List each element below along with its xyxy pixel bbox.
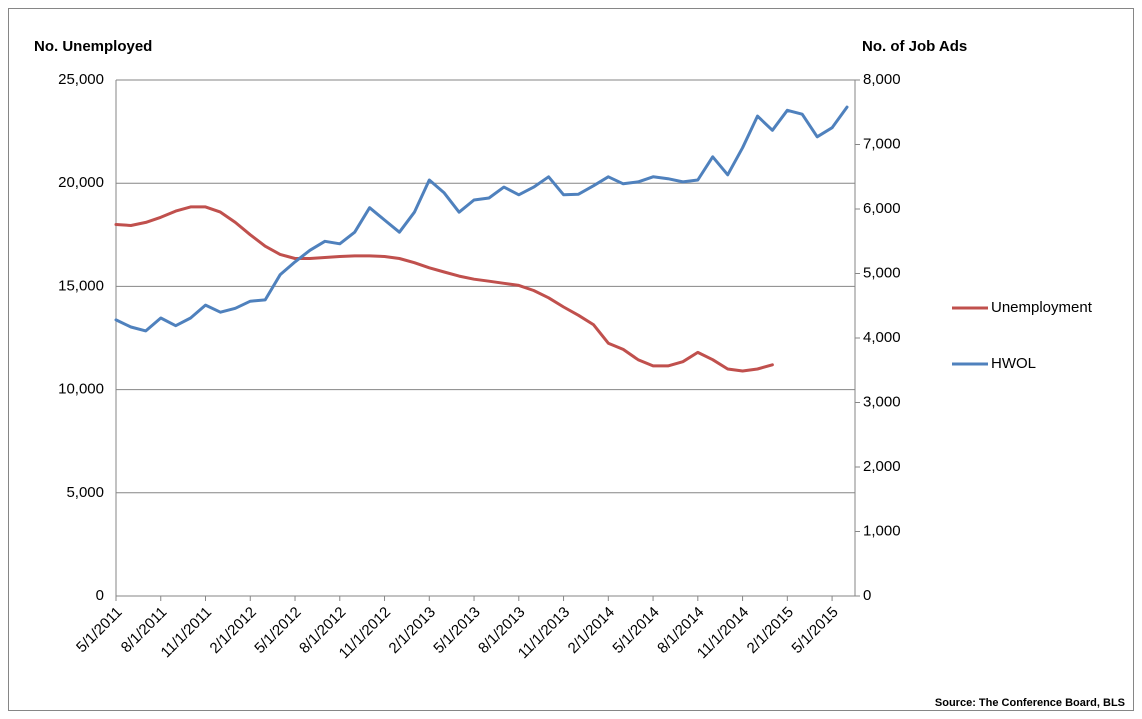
y-tick-label: 0 [96, 587, 104, 604]
legend-label: HWOL [991, 355, 1036, 372]
y-axis-title: No. Unemployed [34, 38, 152, 55]
y-tick-label: 25,000 [58, 71, 104, 88]
series-line [114, 105, 849, 333]
y2-tick-label: 8,000 [863, 71, 901, 88]
y2-tick-label: 7,000 [863, 135, 901, 152]
y2-tick-label: 5,000 [863, 264, 901, 281]
y-tick-label: 15,000 [58, 277, 104, 294]
y2-axis-title: No. of Job Ads [862, 38, 967, 55]
series-line [114, 205, 774, 373]
y2-tick-label: 2,000 [863, 458, 901, 475]
chart-border [8, 8, 1134, 711]
y-tick-label: 10,000 [58, 381, 104, 398]
source-note: Source: The Conference Board, BLS [935, 697, 1125, 709]
y2-tick-label: 4,000 [863, 329, 901, 346]
y2-tick-label: 1,000 [863, 522, 901, 539]
legend-label: Unemployment [991, 299, 1093, 316]
y2-tick-label: 3,000 [863, 393, 901, 410]
y-tick-label: 5,000 [66, 484, 104, 501]
y-tick-label: 20,000 [58, 174, 104, 191]
y2-tick-label: 6,000 [863, 200, 901, 217]
y2-tick-label: 0 [863, 587, 871, 604]
